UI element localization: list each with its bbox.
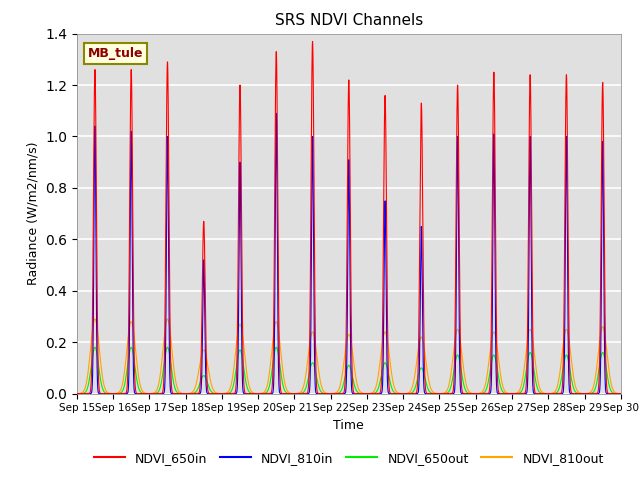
Title: SRS NDVI Channels: SRS NDVI Channels [275, 13, 423, 28]
Y-axis label: Radiance (W/m2/nm/s): Radiance (W/m2/nm/s) [26, 142, 40, 285]
X-axis label: Time: Time [333, 419, 364, 432]
Legend: NDVI_650in, NDVI_810in, NDVI_650out, NDVI_810out: NDVI_650in, NDVI_810in, NDVI_650out, NDV… [89, 447, 609, 469]
Text: MB_tule: MB_tule [88, 47, 143, 60]
